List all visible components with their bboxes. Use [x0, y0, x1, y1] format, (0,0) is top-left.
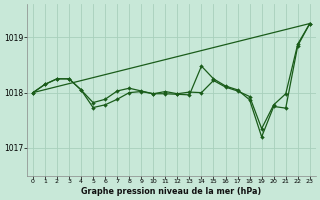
X-axis label: Graphe pression niveau de la mer (hPa): Graphe pression niveau de la mer (hPa) [81, 187, 261, 196]
